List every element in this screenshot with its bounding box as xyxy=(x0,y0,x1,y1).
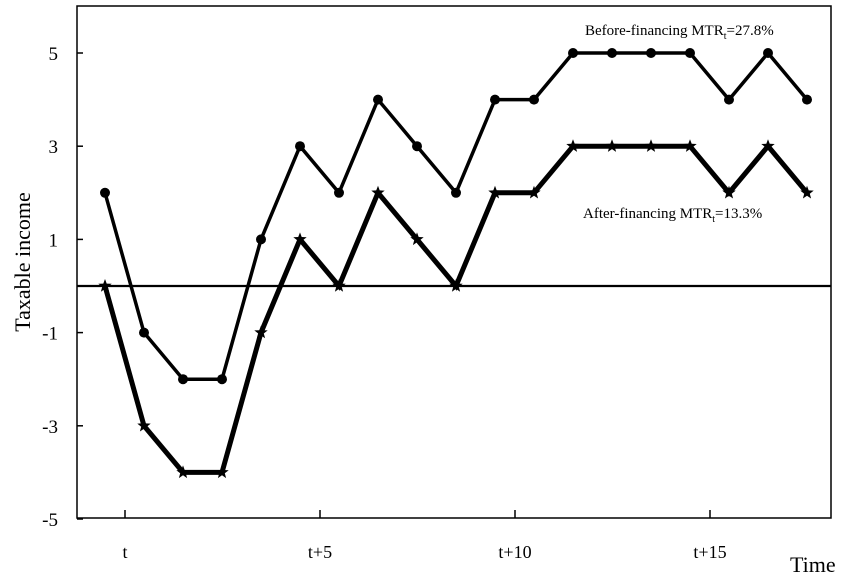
y-axis-title: Taxable income xyxy=(10,192,35,332)
data-point-after xyxy=(761,139,775,152)
data-point-before xyxy=(763,48,773,58)
series-layer xyxy=(98,48,814,479)
data-point-after xyxy=(371,185,385,199)
data-point-before xyxy=(685,48,695,58)
data-point-before xyxy=(139,327,149,338)
data-point-after xyxy=(98,279,112,292)
data-point-after xyxy=(800,185,814,199)
data-point-before xyxy=(607,48,617,58)
data-point-before xyxy=(646,48,656,58)
data-point-after xyxy=(605,139,619,152)
data-point-after xyxy=(293,232,307,246)
x-tick-label: t+5 xyxy=(308,542,332,562)
y-axis-ticks: 5 3 1 -1 -3 -5 xyxy=(42,44,83,531)
plot-frame xyxy=(76,5,832,519)
data-point-before xyxy=(490,94,500,105)
data-point-after xyxy=(449,279,463,292)
data-point-after xyxy=(215,465,229,479)
y-tick-label: -5 xyxy=(42,510,58,531)
data-point-after xyxy=(722,185,736,199)
data-point-before xyxy=(256,234,266,245)
x-tick-label: t xyxy=(122,542,127,562)
x-axis-ticks: t t+5 t+10 t+15 xyxy=(122,510,727,562)
data-point-before xyxy=(217,374,227,385)
data-point-before xyxy=(373,94,383,105)
data-point-before xyxy=(334,187,344,198)
data-point-before xyxy=(178,374,188,385)
x-axis-title: Time xyxy=(790,552,836,577)
data-point-after xyxy=(176,465,190,479)
y-tick-label: 3 xyxy=(49,137,59,158)
y-tick-label: -1 xyxy=(42,324,58,345)
data-point-before xyxy=(295,141,305,152)
data-point-after xyxy=(410,232,424,246)
y-tick-label: -3 xyxy=(42,417,58,438)
data-point-after xyxy=(644,139,658,152)
data-point-before xyxy=(529,94,539,105)
data-point-before xyxy=(802,94,812,105)
x-tick-label: t+15 xyxy=(693,542,726,562)
data-point-after xyxy=(527,185,541,199)
data-point-after xyxy=(683,139,697,152)
data-point-after xyxy=(566,139,580,152)
data-point-before xyxy=(724,94,734,105)
data-point-before xyxy=(451,187,461,198)
y-tick-label: 1 xyxy=(49,230,59,251)
y-tick-label: 5 xyxy=(49,44,59,65)
annotation-after-financing: After-financing MTRt=13.3% xyxy=(583,206,762,225)
data-point-after xyxy=(254,325,268,339)
annotation-before-financing: Before-financing MTRt=27.8% xyxy=(585,23,774,42)
data-point-before xyxy=(412,141,422,152)
data-point-before xyxy=(100,187,110,198)
data-point-after xyxy=(137,418,151,432)
data-point-before xyxy=(568,48,578,58)
data-point-after xyxy=(488,185,502,199)
x-tick-label: t+10 xyxy=(498,542,531,562)
data-point-after xyxy=(332,279,346,292)
